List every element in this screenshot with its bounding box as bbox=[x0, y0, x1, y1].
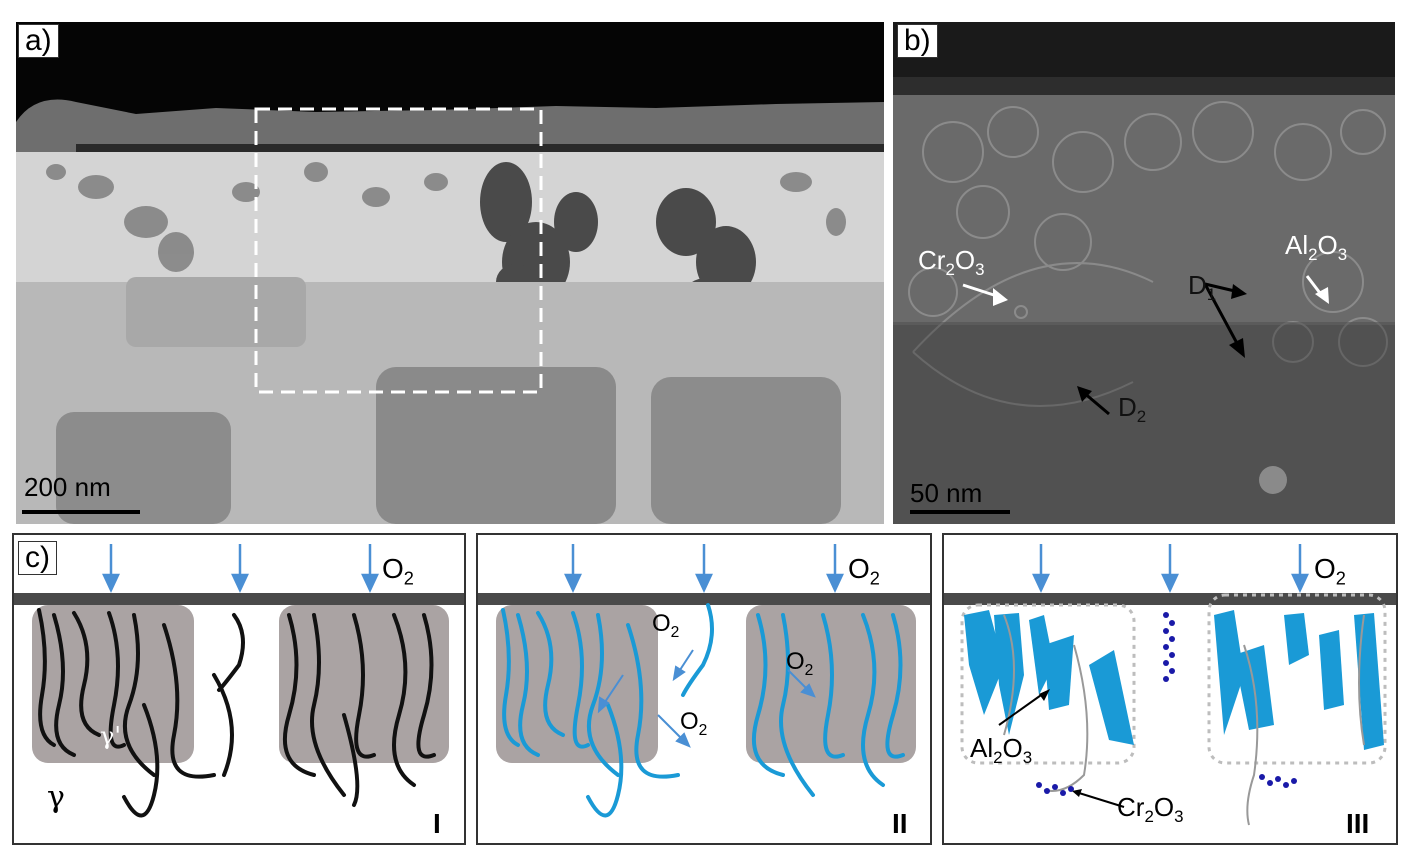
panel-c-label: c) bbox=[18, 541, 57, 575]
al-text: Al bbox=[970, 733, 994, 763]
panel-c-stage-iii: III bbox=[1346, 808, 1370, 839]
o-text: O bbox=[848, 553, 870, 584]
cr-o-text: O bbox=[1153, 792, 1175, 822]
panel-c-stage-i: I bbox=[433, 808, 441, 839]
o-sub: 2 bbox=[403, 568, 414, 589]
panel-c-o2-label-i: O2 bbox=[382, 553, 414, 590]
panel-c-cr2o3-label: Cr2O3 bbox=[1117, 792, 1183, 827]
panel-b-image bbox=[893, 22, 1395, 524]
panel-c-al2o3-label: Al2O3 bbox=[970, 733, 1032, 768]
panel-c-o2-inner-2: O2 bbox=[786, 648, 813, 680]
o-sub: 2 bbox=[670, 623, 680, 641]
panel-b-d1-label: D1 bbox=[1188, 270, 1216, 305]
cr-text: Cr bbox=[918, 245, 946, 275]
cr-sub-1: 2 bbox=[1144, 807, 1154, 827]
cr-o-text: O bbox=[954, 245, 976, 275]
o-text: O bbox=[680, 708, 699, 735]
panel-c-o2-label-iii: O2 bbox=[1314, 553, 1346, 590]
panel-c-o2-arrows bbox=[102, 544, 1309, 593]
panel-a-label: a) bbox=[18, 24, 59, 58]
panel-c-gamma-prime-label: γ' bbox=[100, 722, 121, 750]
panel-b-scale-bar bbox=[910, 510, 1010, 514]
cr-sub-1: 2 bbox=[945, 260, 955, 280]
panel-c-gamma-label: γ bbox=[47, 780, 65, 815]
cr-text: Cr bbox=[1117, 792, 1145, 822]
al-sub-1: 2 bbox=[993, 748, 1003, 768]
al-sub-2: 3 bbox=[1337, 245, 1348, 265]
panel-c-box-i bbox=[12, 533, 466, 845]
panel-b-d2-label: D2 bbox=[1118, 392, 1146, 427]
d2-sub: 2 bbox=[1136, 407, 1147, 427]
o-text: O bbox=[382, 553, 404, 584]
cr-sub-2: 3 bbox=[1174, 807, 1184, 827]
o-sub: 2 bbox=[1335, 568, 1346, 589]
d1-sub: 1 bbox=[1206, 285, 1217, 305]
panel-b-scale-label: 50 nm bbox=[910, 478, 983, 508]
panel-a-image bbox=[16, 22, 884, 524]
al-o-text: O bbox=[1002, 733, 1023, 763]
panel-c-o2-inner-1: O2 bbox=[652, 610, 679, 642]
al-sub-1: 2 bbox=[1308, 245, 1318, 265]
d1-text: D bbox=[1188, 270, 1207, 300]
al-sub-2: 3 bbox=[1022, 748, 1033, 768]
al-text: Al bbox=[1285, 230, 1309, 260]
panel-b-cr2o3-label: Cr2O3 bbox=[918, 245, 984, 280]
d2-text: D bbox=[1118, 392, 1137, 422]
o-text: O bbox=[786, 648, 805, 675]
o-sub: 2 bbox=[869, 568, 880, 589]
panel-b-al2o3-label: Al2O3 bbox=[1285, 230, 1347, 265]
panel-a-scale-label: 200 nm bbox=[24, 472, 111, 502]
panel-a-scale-bar bbox=[22, 510, 140, 514]
panel-b-label: b) bbox=[897, 24, 938, 58]
panel-c-o2-label-ii: O2 bbox=[848, 553, 880, 590]
al-o-text: O bbox=[1317, 230, 1338, 260]
o-sub: 2 bbox=[804, 661, 814, 679]
cr-sub-2: 3 bbox=[975, 260, 985, 280]
o-text: O bbox=[1314, 553, 1336, 584]
panel-c-stage-ii: II bbox=[892, 808, 908, 839]
o-text: O bbox=[652, 610, 671, 637]
panel-c-o2-inner-3: O2 bbox=[680, 708, 707, 740]
o-sub: 2 bbox=[698, 721, 708, 739]
